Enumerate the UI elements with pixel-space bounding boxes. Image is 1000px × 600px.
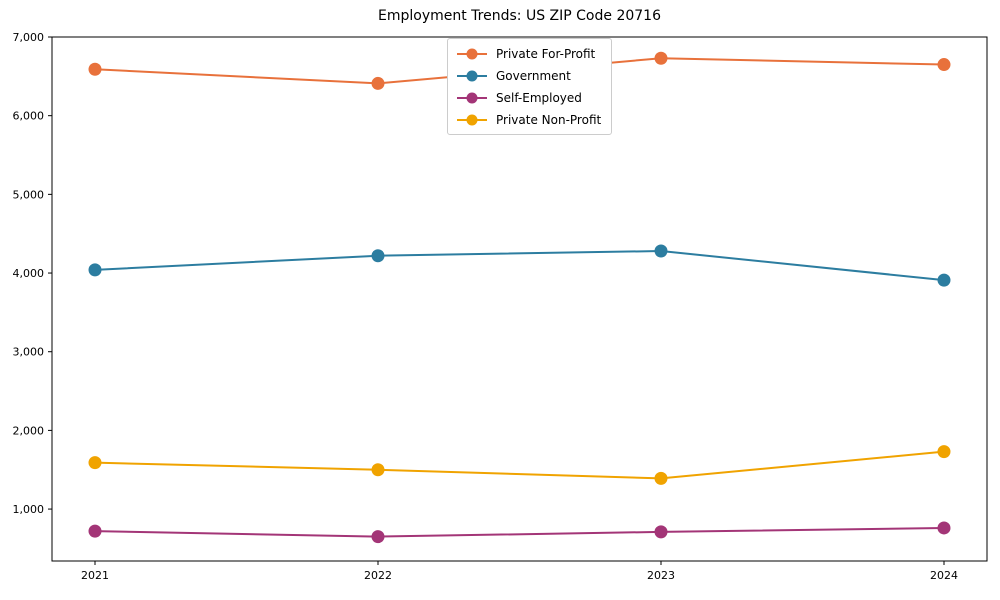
legend-item-private-for-profit: Private For-Profit [456,44,601,63]
series-line-government [94,250,945,282]
x-tick-label: 2023 [647,569,675,582]
data-point [88,456,102,470]
plot-frame [51,36,988,562]
data-point [937,521,951,535]
data-point [654,51,668,65]
legend-item-self-employed: Self-Employed [456,88,601,107]
chart-title: Employment Trends: US ZIP Code 20716 [378,8,661,24]
data-point [88,263,102,277]
x-tick-label: 2021 [81,569,109,582]
data-point [937,445,951,459]
legend-label: Private For-Profit [496,46,596,61]
y-tick-label: 6,000 [13,110,45,123]
data-point [371,249,385,263]
legend-item-private-non-profit: Private Non-Profit [456,110,601,129]
legend-marker-icon [457,70,487,81]
data-point [371,76,385,90]
data-point [654,525,668,539]
data-point [371,530,385,544]
series-line-self-employed [94,526,945,538]
data-point [88,62,102,76]
data-point [654,471,668,485]
legend-marker-icon [457,114,487,125]
legend-item-government: Government [456,66,601,85]
y-tick-label: 1,000 [13,503,45,516]
y-tick-label: 4,000 [13,267,45,280]
legend-marker-icon [457,48,487,59]
legend: Private For-Profit Government Self-Employe… [447,38,613,135]
series-line-private-non-profit [94,450,945,480]
x-tick-label: 2024 [930,569,958,582]
y-tick-label: 2,000 [13,424,45,437]
y-tick-label: 7,000 [13,31,45,44]
legend-marker-icon [457,92,487,103]
data-point [654,244,668,258]
data-point [937,273,951,287]
data-point [937,58,951,72]
legend-label: Private Non-Profit [496,112,602,127]
legend-label: Government [496,68,571,83]
data-point [88,524,102,538]
legend-label: Self-Employed [496,90,582,105]
y-tick-label: 5,000 [13,188,45,201]
x-tick-label: 2022 [364,569,392,582]
data-point [371,463,385,477]
y-tick-label: 3,000 [13,346,45,359]
